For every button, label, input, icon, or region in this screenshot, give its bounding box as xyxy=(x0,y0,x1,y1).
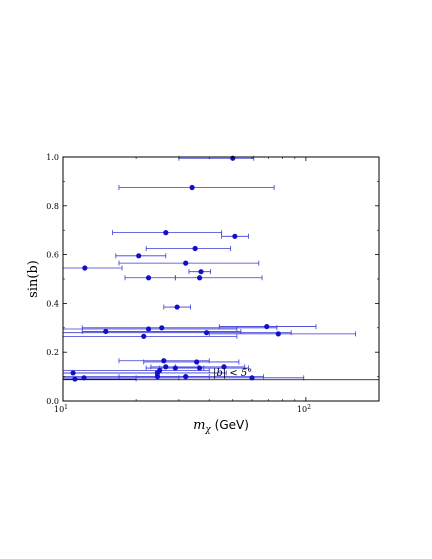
data-point xyxy=(154,370,161,376)
data-point-layer xyxy=(70,155,281,382)
data-point xyxy=(145,326,152,332)
data-point xyxy=(249,375,255,381)
data-point xyxy=(203,330,210,336)
x-tick-label: 101 xyxy=(54,404,68,414)
data-point xyxy=(189,184,195,191)
data-point xyxy=(159,325,165,331)
axis-ticks xyxy=(62,156,379,402)
y-tick-label: 0.4 xyxy=(46,299,59,308)
data-point xyxy=(103,328,109,335)
data-point xyxy=(198,269,204,275)
plot-frame xyxy=(62,156,380,402)
data-point xyxy=(70,370,76,376)
y-tick-label: 0.6 xyxy=(46,251,59,260)
y-axis-title: sin(b) xyxy=(26,260,41,298)
data-point xyxy=(221,364,227,370)
data-point xyxy=(194,359,200,365)
y-tick-label: 0.2 xyxy=(46,348,59,357)
reference-line-label: |b| < 5° xyxy=(213,368,252,379)
data-point xyxy=(163,230,169,236)
data-point xyxy=(163,364,169,370)
data-point xyxy=(141,333,147,339)
data-point xyxy=(232,233,238,239)
data-point xyxy=(192,245,198,252)
data-point xyxy=(183,374,189,380)
data-point xyxy=(145,275,152,281)
y-tick-label: 0.0 xyxy=(46,397,59,406)
data-point xyxy=(82,265,88,271)
x-axis-title: mχ (GeV) xyxy=(193,418,249,435)
data-point xyxy=(196,275,203,281)
data-point xyxy=(174,304,180,310)
y-tick-label: 1.0 xyxy=(46,153,59,162)
data-point xyxy=(154,374,161,380)
data-point xyxy=(161,358,167,364)
data-point xyxy=(275,331,281,337)
y-tick-label: 0.8 xyxy=(46,202,59,211)
data-point xyxy=(196,365,203,371)
errorbar-layer xyxy=(62,155,356,382)
data-point xyxy=(72,376,78,382)
data-point xyxy=(183,260,189,266)
tick-labels: 0.0 0.2 0.4 0.6 0.8 1.0 101 102 xyxy=(46,153,311,414)
data-point xyxy=(136,253,142,259)
data-point xyxy=(264,323,270,330)
data-point xyxy=(81,375,87,381)
x-tick-label: 102 xyxy=(297,404,311,414)
data-point xyxy=(172,365,178,371)
